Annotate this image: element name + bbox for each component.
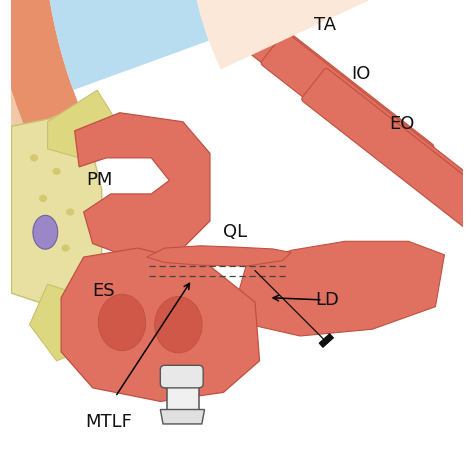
Text: IO: IO xyxy=(351,65,371,83)
Ellipse shape xyxy=(35,231,43,238)
Polygon shape xyxy=(319,333,334,348)
Polygon shape xyxy=(29,284,102,361)
Polygon shape xyxy=(160,410,204,424)
Ellipse shape xyxy=(62,244,70,252)
FancyBboxPatch shape xyxy=(302,69,474,247)
Wedge shape xyxy=(187,0,474,69)
Polygon shape xyxy=(147,246,291,266)
FancyBboxPatch shape xyxy=(261,32,474,211)
Wedge shape xyxy=(0,0,474,129)
Ellipse shape xyxy=(39,195,47,202)
Text: TA: TA xyxy=(314,16,336,34)
Text: LD: LD xyxy=(315,291,339,309)
FancyBboxPatch shape xyxy=(220,0,434,177)
Polygon shape xyxy=(61,248,260,401)
Polygon shape xyxy=(74,113,210,257)
Wedge shape xyxy=(0,0,474,186)
Polygon shape xyxy=(11,117,102,302)
Ellipse shape xyxy=(53,168,61,175)
Ellipse shape xyxy=(33,216,58,249)
Ellipse shape xyxy=(98,294,146,351)
Text: ES: ES xyxy=(92,282,115,300)
Ellipse shape xyxy=(66,208,74,216)
Polygon shape xyxy=(237,241,445,336)
Polygon shape xyxy=(47,90,120,158)
Ellipse shape xyxy=(155,297,202,353)
Wedge shape xyxy=(43,0,474,90)
Text: MTLF: MTLF xyxy=(85,413,132,431)
FancyBboxPatch shape xyxy=(160,365,203,388)
Polygon shape xyxy=(167,379,199,410)
Ellipse shape xyxy=(30,154,38,161)
Text: QL: QL xyxy=(223,223,247,241)
Text: PM: PM xyxy=(86,171,113,189)
Text: EO: EO xyxy=(389,115,414,133)
